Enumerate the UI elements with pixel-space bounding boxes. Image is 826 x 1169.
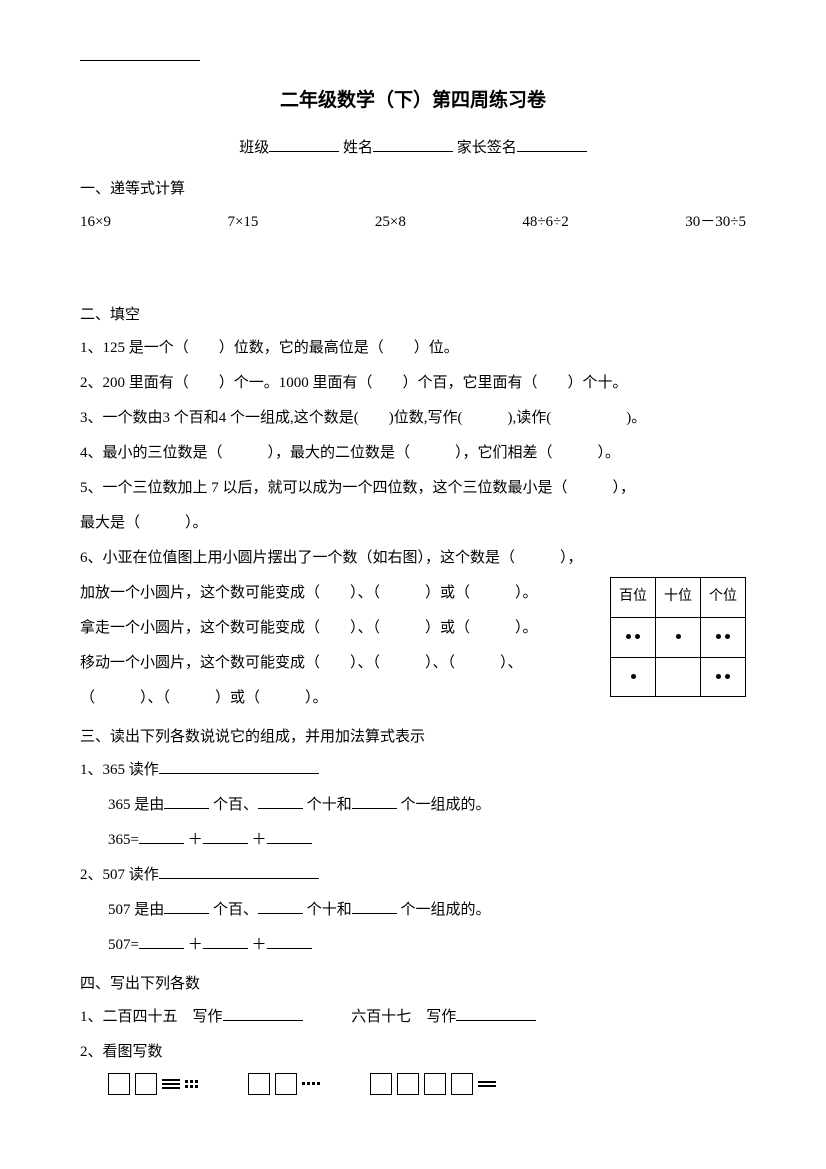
q3-1a: 1、365 读作 <box>80 754 746 787</box>
shape-group-2 <box>248 1073 320 1095</box>
txt: 2、507 读作 <box>80 867 159 883</box>
blank[interactable] <box>203 826 248 844</box>
place-value-table: 百位 十位 个位 <box>610 577 746 697</box>
shape-group-3 <box>370 1073 496 1095</box>
plus-icon: ＋ <box>251 832 266 848</box>
cell-ones2 <box>701 657 746 697</box>
calc-item: 48÷6÷2 <box>522 206 568 239</box>
q2-5a: 5、一个三位数加上 7 以后，就可以成为一个四位数，这个三位数最小是（ ）， <box>80 472 746 505</box>
square-icon <box>397 1073 419 1095</box>
square-icon <box>275 1073 297 1095</box>
label-class: 班级 <box>239 140 269 156</box>
plus-icon: ＋ <box>251 937 266 953</box>
q3-1c: 365= ＋ ＋ <box>80 824 746 857</box>
txt: 1、二百四十五 写作 <box>80 1009 223 1025</box>
blank-write-245[interactable] <box>223 1003 303 1021</box>
blank[interactable] <box>203 931 248 949</box>
q3-2a: 2、507 读作 <box>80 859 746 892</box>
txt: 365 是由 <box>108 797 164 813</box>
cell-ones <box>701 617 746 657</box>
label-sign: 家长签名 <box>457 140 517 156</box>
txt: 个一组成的。 <box>397 902 491 918</box>
q4-2: 2、看图写数 <box>80 1036 746 1069</box>
q2-4: 4、最小的三位数是（ ），最大的二位数是（ ），它们相差（ ）。 <box>80 437 746 470</box>
blank[interactable] <box>352 896 397 914</box>
txt: 个十和 <box>303 902 352 918</box>
dots-icon <box>302 1082 320 1085</box>
shape-group-1 <box>108 1073 198 1095</box>
txt: 507= <box>108 937 139 953</box>
dots-icon <box>185 1080 198 1088</box>
txt: 个一组成的。 <box>397 797 491 813</box>
blank-class[interactable] <box>269 134 339 152</box>
blank[interactable] <box>258 791 303 809</box>
blank[interactable] <box>164 896 209 914</box>
square-icon <box>451 1073 473 1095</box>
blank[interactable] <box>139 931 184 949</box>
blank-sign[interactable] <box>517 134 587 152</box>
section4-head: 四、写出下列各数 <box>80 968 746 1001</box>
txt: 六百十七 写作 <box>306 1009 456 1025</box>
square-icon <box>108 1073 130 1095</box>
cell-tens2 <box>656 657 701 697</box>
plus-icon: ＋ <box>188 937 203 953</box>
section3-head: 三、读出下列各数说说它的组成，并用加法算式表示 <box>80 721 746 754</box>
blank-read-507[interactable] <box>159 861 319 879</box>
txt: 507 是由 <box>108 902 164 918</box>
calc-item: 30－30÷5 <box>685 206 746 239</box>
blank[interactable] <box>352 791 397 809</box>
section2-head: 二、填空 <box>80 299 746 332</box>
shapes-row <box>80 1073 746 1095</box>
q4-1: 1、二百四十五 写作 六百十七 写作 <box>80 1001 746 1034</box>
calc-item: 16×9 <box>80 206 111 239</box>
q2-3: 3、一个数由3 个百和4 个一组成,这个数是( )位数,写作( ),读作( )。 <box>80 402 746 435</box>
blank[interactable] <box>258 896 303 914</box>
info-row: 班级 姓名 家长签名 <box>80 132 746 165</box>
q3-2b: 507 是由 个百、 个十和 个一组成的。 <box>80 894 746 927</box>
cell-hundreds2 <box>611 657 656 697</box>
square-icon <box>424 1073 446 1095</box>
blank-read-365[interactable] <box>159 756 319 774</box>
q3-2c: 507= ＋ ＋ <box>80 929 746 962</box>
txt: 个十和 <box>303 797 352 813</box>
blank[interactable] <box>164 791 209 809</box>
section1-head: 一、递等式计算 <box>80 173 746 206</box>
page-title: 二年级数学（下）第四周练习卷 <box>80 80 746 122</box>
cell-tens <box>656 617 701 657</box>
square-icon <box>370 1073 392 1095</box>
th-hundreds: 百位 <box>611 578 656 618</box>
square-icon <box>135 1073 157 1095</box>
square-icon <box>248 1073 270 1095</box>
q2-2: 2、200 里面有（ ）个一。1000 里面有（ ）个百，它里面有（ ）个十。 <box>80 367 746 400</box>
calc-row: 16×9 7×15 25×8 48÷6÷2 30－30÷5 <box>80 206 746 239</box>
q2-5b: 最大是（ ）。 <box>80 507 746 540</box>
blank[interactable] <box>267 826 312 844</box>
q2-6a: 6、小亚在位值图上用小圆片摆出了一个数（如右图），这个数是（ ）， <box>80 542 746 575</box>
blank[interactable] <box>267 931 312 949</box>
txt: 365= <box>108 832 139 848</box>
header-rule <box>80 60 200 61</box>
calc-item: 25×8 <box>375 206 406 239</box>
bars-icon <box>478 1081 496 1087</box>
q2-1: 1、125 是一个（ ）位数，它的最高位是（ ）位。 <box>80 332 746 365</box>
bars-icon <box>162 1079 180 1089</box>
plus-icon: ＋ <box>188 832 203 848</box>
blank-write-617[interactable] <box>456 1003 536 1021</box>
th-tens: 十位 <box>656 578 701 618</box>
txt: 个百、 <box>209 797 258 813</box>
blank[interactable] <box>139 826 184 844</box>
cell-hundreds <box>611 617 656 657</box>
label-name: 姓名 <box>343 140 373 156</box>
blank-name[interactable] <box>373 134 453 152</box>
th-ones: 个位 <box>701 578 746 618</box>
calc-item: 7×15 <box>227 206 258 239</box>
q3-1b: 365 是由 个百、 个十和 个一组成的。 <box>80 789 746 822</box>
q3-1a-label: 1、365 读作 <box>80 762 159 778</box>
txt: 个百、 <box>209 902 258 918</box>
